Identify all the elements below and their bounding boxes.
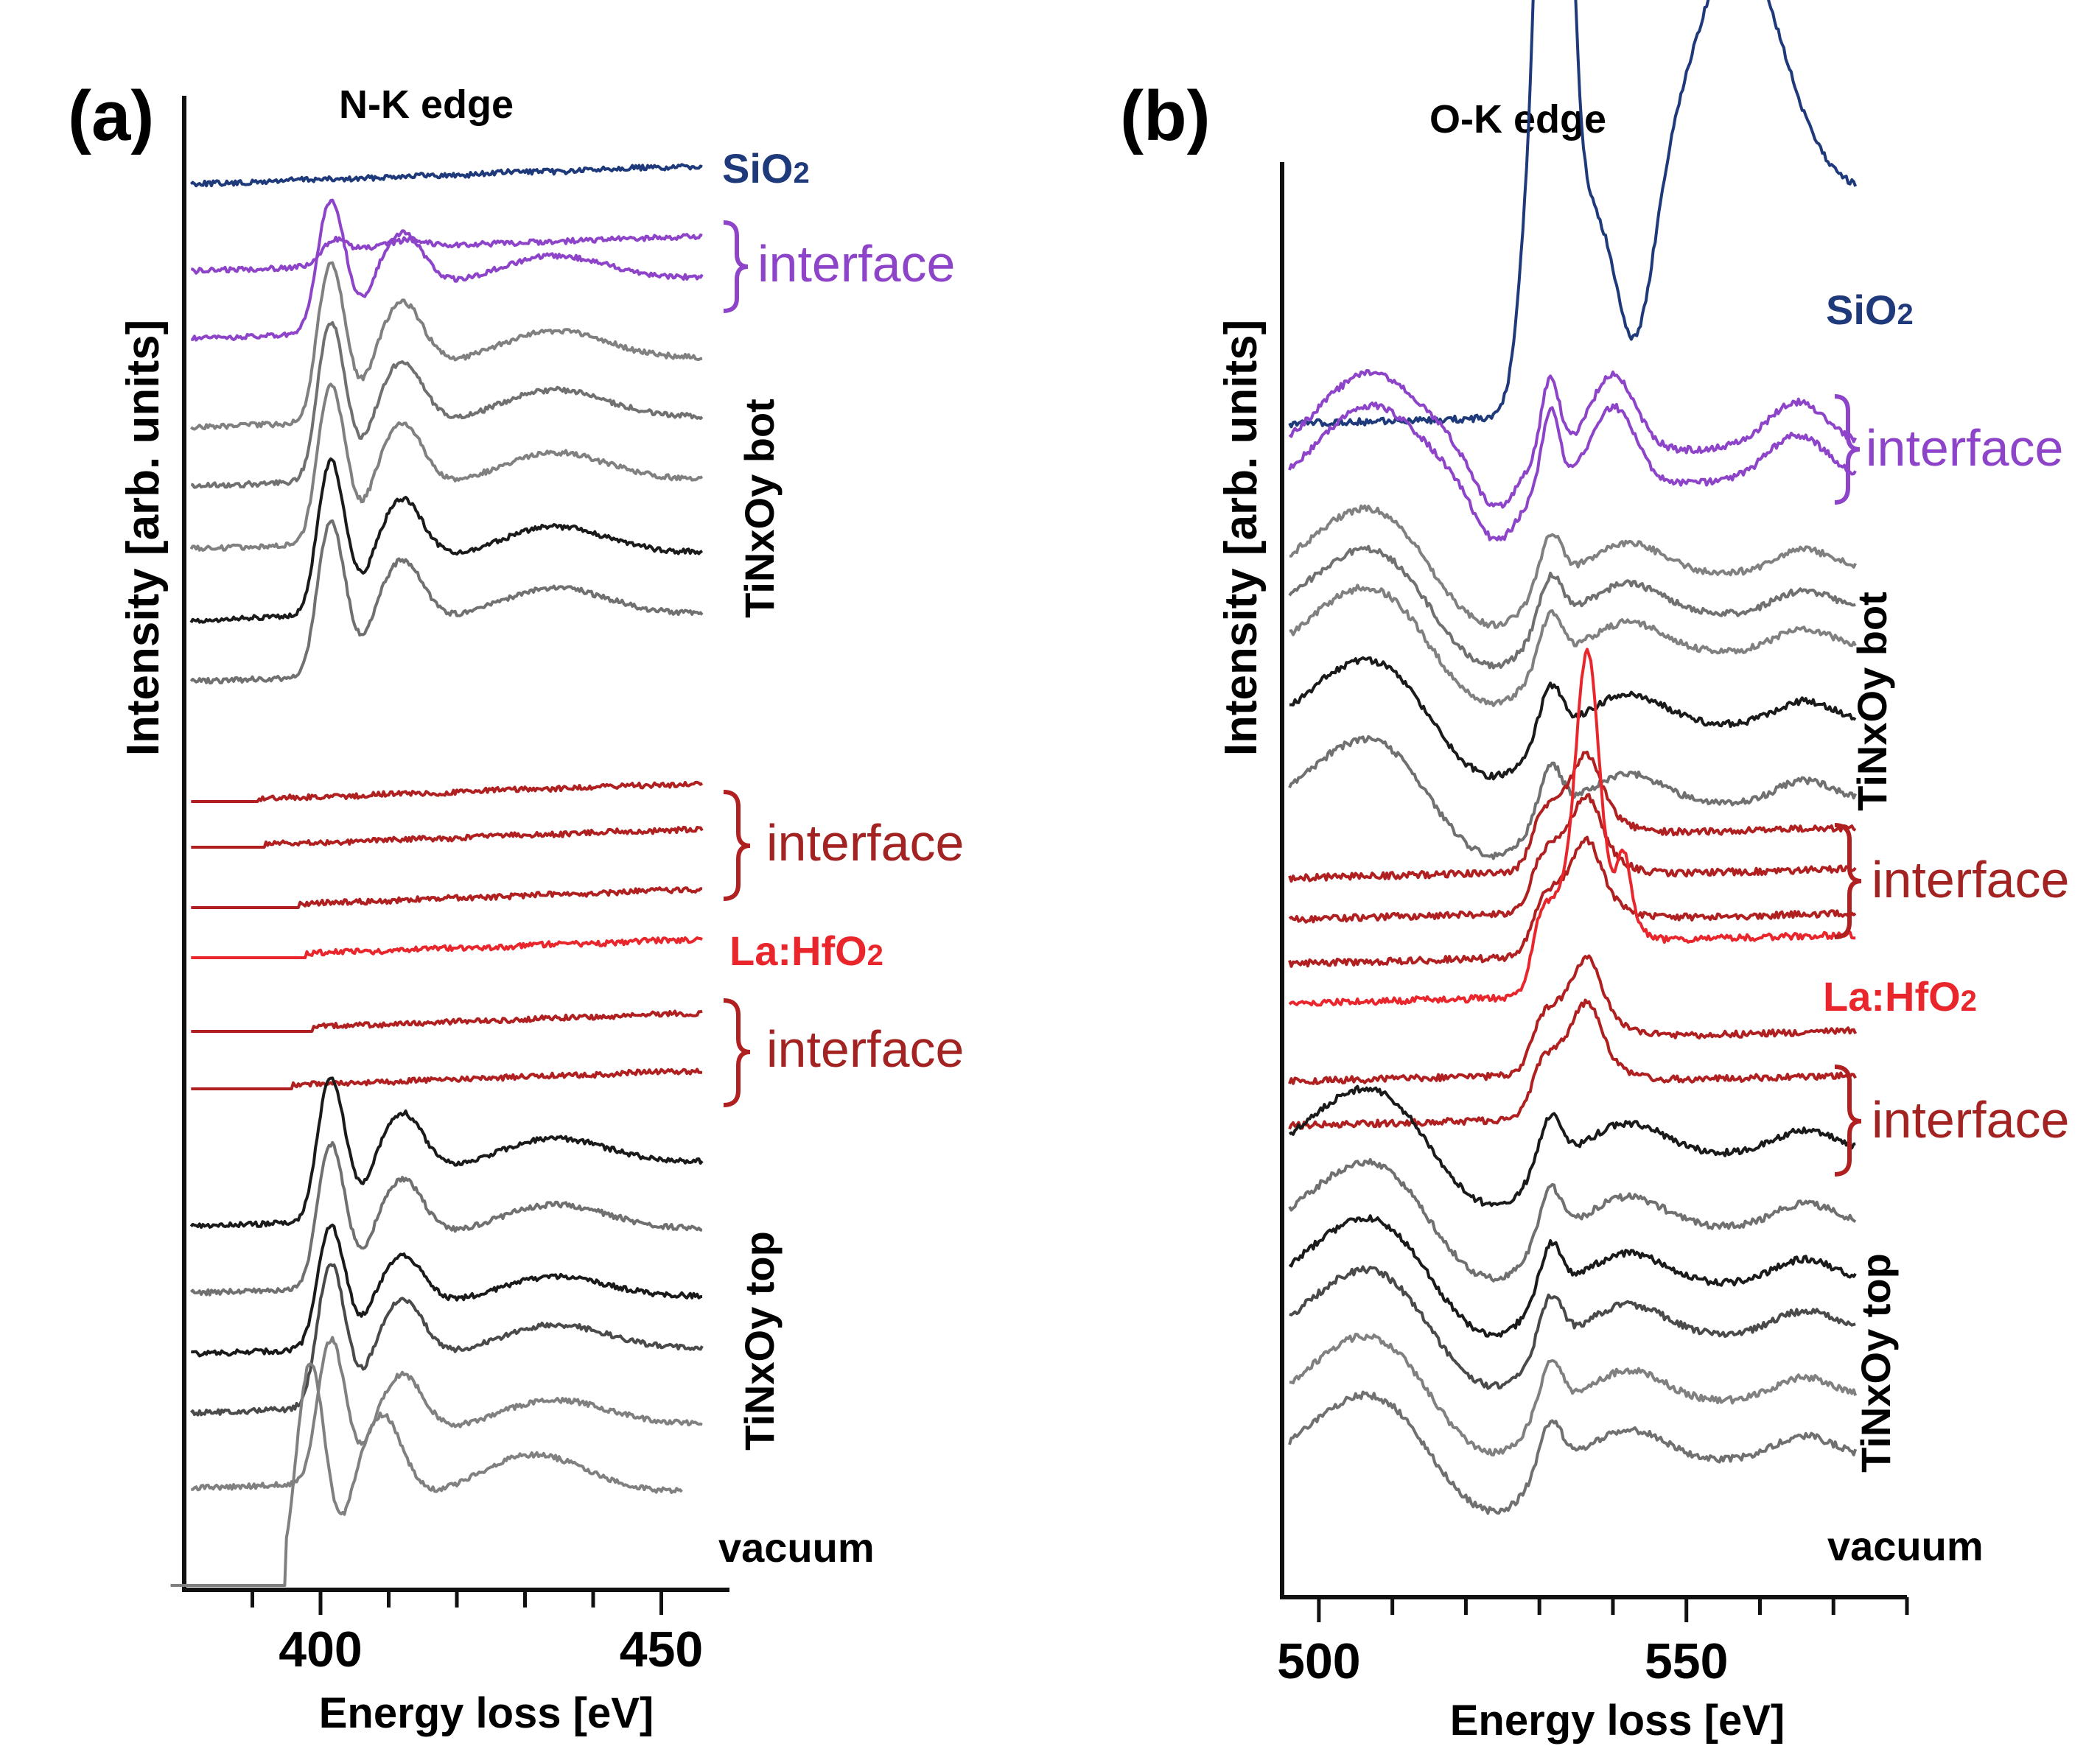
panel-a-sio2-label: SiO2 [722,145,810,192]
spectrum-line-interface [1288,954,1858,1085]
panel-b-interface-2: interface [1872,851,2069,908]
spectrum-line-tinxoy-bot [189,457,703,624]
panel-b-tin-top-label: TiNxOy top [1852,1253,1899,1473]
spectrum-line-interface [191,198,704,342]
panel-b-xlabel: Energy loss [eV] [1450,1697,1785,1745]
panel-a-tin-top-label: TiNxOy top [736,1231,783,1451]
spectrum-line-interface [191,780,704,803]
panel-b-brace-1 [1834,394,1861,505]
spectrum-line-la-hfo2 [191,936,703,959]
svg-text:Intensity [arb. units]: Intensity [arb. units] [1216,320,1267,756]
panel-a-ylabel: Intensity [arb. units] [118,320,169,756]
panel-a-xlabel: Energy loss [eV] [319,1689,654,1737]
x-tick-label: 500 [1277,1633,1360,1689]
panel-a-ticks: 400 450 [251,1590,703,1677]
panel-b-title: O-K edge [1429,97,1606,141]
svg-text:TiNxOy bot: TiNxOy bot [736,399,783,618]
spectrum-line-tinxoy-bot [190,320,704,489]
panel-a: (a) N-K edge Intensity [arb. units] 400 4… [68,77,964,1737]
spectrum-line-tinxoy-top [190,1223,703,1358]
svg-text:TiNxOy top: TiNxOy top [736,1231,783,1451]
spectrum-line-tinxoy-bot [190,261,703,431]
panel-a-interface-2: interface [766,814,964,872]
spectrum-line-sio2 [1288,0,1858,429]
panel-a-label: (a) [68,77,154,155]
panel-a-interface-3: interface [766,1020,964,1078]
spectrum-line-tinxoy-bot [1289,504,1857,629]
panel-a-title: N-K edge [339,83,514,127]
panel-b-vacuum-label: vacuum [1827,1523,1984,1569]
spectrum-line-interface [1288,835,1857,968]
spectrum-line-tinxoy-top [1288,1084,1856,1207]
spectrum-line-la-hfo2 [1288,648,1856,1007]
spectrum-line-interface [1288,369,1858,509]
spectrum-line-tinxoy-top [1288,1158,1857,1283]
spectrum-line-interface [1288,998,1857,1130]
spectrum-line-tinxoy-bot [189,382,704,552]
spectrum-line-sio2 [189,163,703,188]
spectrum-line-tinxoy-top [1289,1265,1856,1390]
panel-b-label: (b) [1120,77,1211,155]
panel-b-brace-3 [1834,1065,1862,1177]
svg-text:Intensity [arb. units]: Intensity [arb. units] [118,320,169,756]
panel-a-brace-1 [723,220,749,313]
panel-a-series [170,163,704,1587]
panel-a-interface-1: interface [757,235,955,292]
spectrum-line-tinxoy-bot [1289,583,1857,707]
spectrum-line-vacuum [170,1362,683,1587]
spectrum-line-interface [191,1067,703,1090]
panel-b-tin-bot-label: TiNxOy bot [1849,592,1895,811]
spectrum-line-interface [190,233,703,275]
spectrum-line-tinxoy-top [189,1076,704,1229]
spectrum-line-tinxoy-top [189,1140,703,1297]
x-tick-label: 400 [279,1621,362,1677]
panel-b: (b) O-K edge Intensity [arb. units] 500 5… [1120,0,2069,1745]
x-tick-label: 550 [1645,1633,1728,1689]
spectrum-line-tinxoy-bot [1289,656,1857,781]
spectrum-line-interface [191,1009,703,1033]
panel-a-lahfo2-label: La:HfO2 [729,928,883,974]
panel-b-series [1288,0,1858,1515]
spectrum-line-tinxoy-bot [1288,544,1856,670]
spectrum-line-tinxoy-bot [189,519,704,685]
svg-text:TiNxOy bot: TiNxOy bot [1849,592,1895,811]
panel-b-interface-3: interface [1872,1091,2069,1149]
spectrum-line-tinxoy-top [189,1263,704,1417]
spectrum-line-interface [191,886,703,909]
spectrum-line-interface [191,825,704,849]
panel-a-tin-bot-label: TiNxOy bot [736,399,783,618]
panel-a-vacuum-label: vacuum [718,1524,875,1571]
panel-b-ylabel: Intensity [arb. units] [1216,320,1267,756]
spectrum-line-vacuum [1288,1390,1858,1515]
spectrum-line-tinxoy-top [1289,1333,1858,1456]
spectrum-line-interface [1288,793,1857,924]
svg-text:TiNxOy top: TiNxOy top [1852,1253,1899,1473]
panel-a-brace-3 [723,998,751,1107]
spectrum-line-tinxoy-top [191,1336,703,1492]
panel-b-interface-1: interface [1866,419,2063,477]
panel-b-ticks: 500 550 [1277,1597,1909,1689]
panel-a-brace-2 [723,790,751,901]
spectrum-line-interface [1288,402,1857,541]
panel-b-lahfo2-label: La:HfO2 [1823,973,1977,1020]
panel-b-brace-2 [1834,823,1862,939]
spectrum-line-tinxoy-top [1288,1214,1857,1338]
x-tick-label: 450 [620,1621,703,1677]
panel-b-sio2-label: SiO2 [1826,287,1914,333]
